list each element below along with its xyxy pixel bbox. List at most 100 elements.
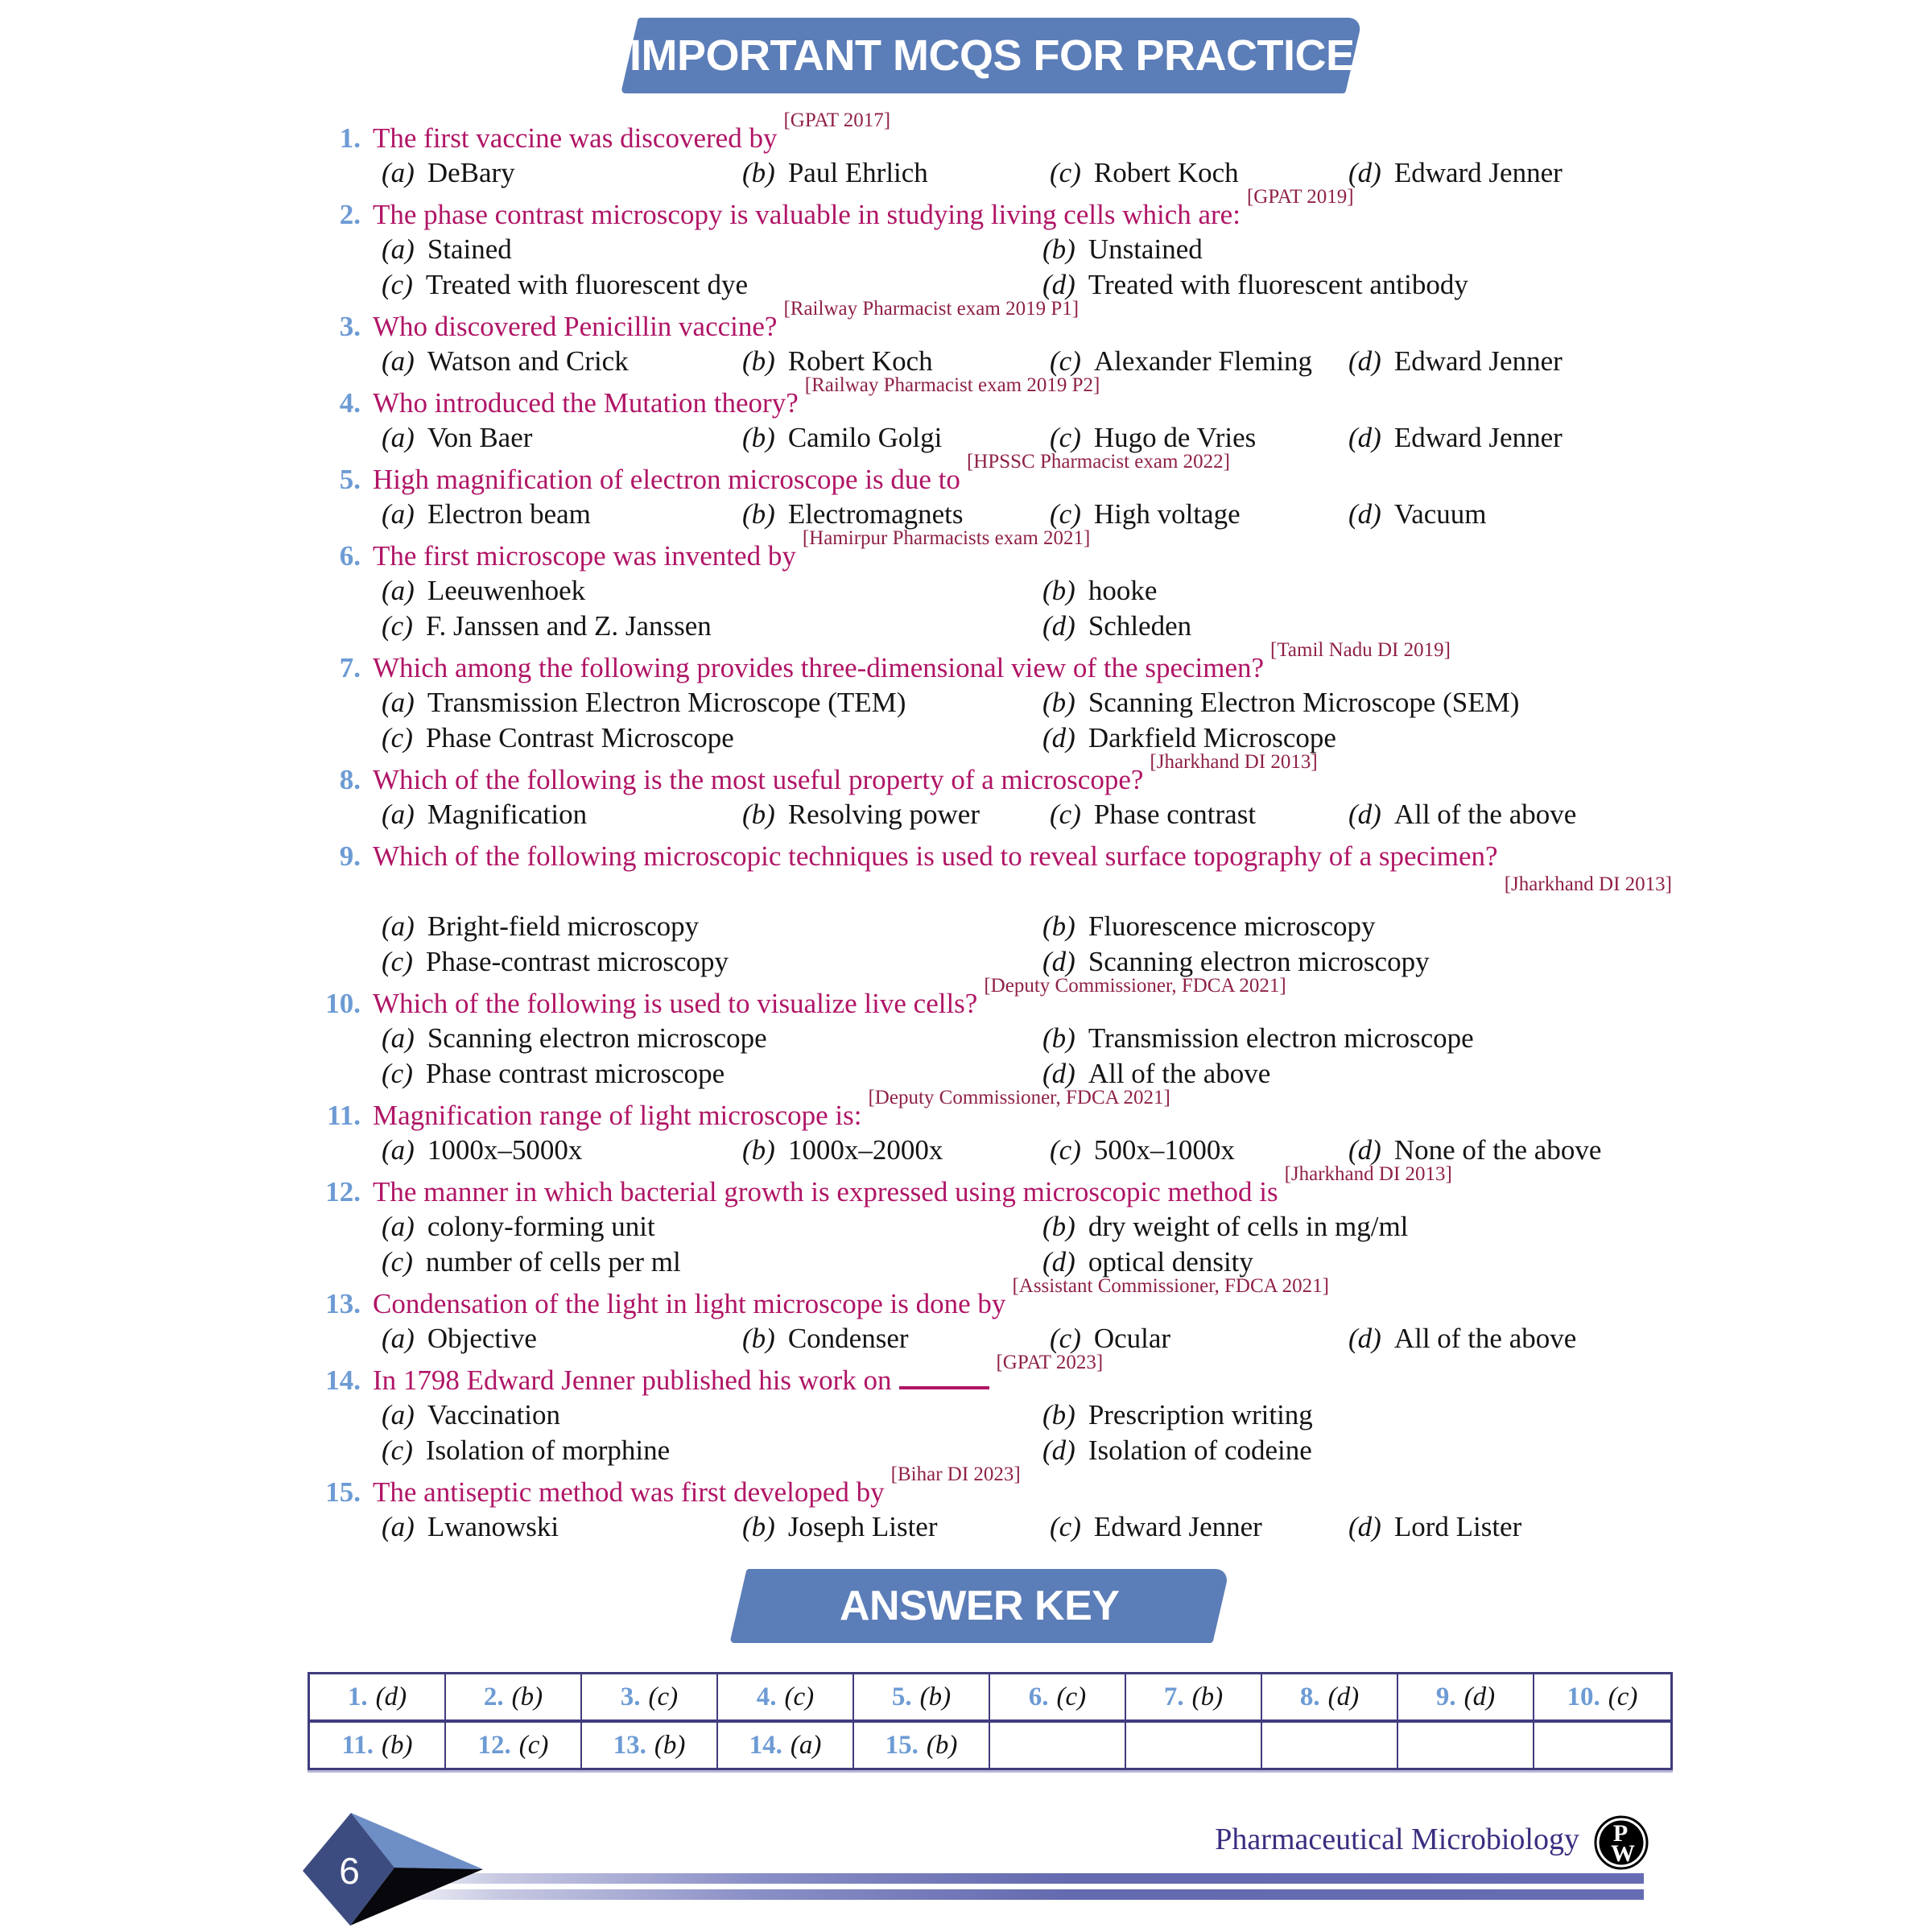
exam-tag: [GPAT 2019] <box>1246 186 1354 208</box>
options: (a) Electron beam (b) Electromagnets (c) Hi… <box>382 497 1678 532</box>
question-text: Magnification range of light microscope … <box>373 1087 1170 1131</box>
exam-tag: [Jharkhand DI 2013] <box>1150 751 1318 774</box>
options: (a) Bright-field microscopy (b) Fluorescen… <box>382 909 1678 980</box>
exam-tag: [Bihar DI 2023] <box>890 1463 1021 1486</box>
question-text: Which of the following is the most usefu… <box>373 751 1318 795</box>
question-2: 2. The phase contrast microscopy is valu… <box>318 187 1678 303</box>
page-title: IMPORTANT MCQS FOR PRACTICE <box>629 31 1355 80</box>
answer-cell: 6. (c) <box>990 1674 1126 1723</box>
option: (b) dry weight of cells in mg/ml <box>1042 1211 1409 1242</box>
option: (d) Vacuum <box>1348 498 1487 530</box>
question-10: 10. Which of the following is used to vi… <box>318 975 1678 1092</box>
answer-cell: 2. (b) <box>446 1674 582 1723</box>
options: (a) Stained (b) Unstained (c) Treated with … <box>382 232 1678 303</box>
options: (a) Transmission Electron Microscope (TEM… <box>382 685 1678 756</box>
header-banner: IMPORTANT MCQS FOR PRACTICE <box>621 18 1363 93</box>
question-text: Which of the following is used to visual… <box>373 975 1286 1019</box>
answer-cell-empty <box>990 1723 1126 1768</box>
exam-tag: [Jharkhand DI 2013] <box>1504 873 1672 895</box>
question-number: 9. <box>339 840 361 872</box>
question-number: 11. <box>327 1100 361 1131</box>
option: (a) colony-forming unit <box>382 1211 655 1242</box>
options: (a) Magnification (b) Resolving power (c) P… <box>382 797 1678 832</box>
option: (b) Resolving power <box>742 799 980 830</box>
option: (a) DeBary <box>382 157 515 188</box>
question-text: Condensation of the light in light micro… <box>373 1275 1329 1319</box>
option: (d) Lord Lister <box>1348 1511 1522 1542</box>
pw-logo-icon: P W <box>1594 1815 1649 1870</box>
option: (d) Edward Jenner <box>1348 157 1563 188</box>
option: (a) Transmission Electron Microscope (TEM… <box>382 687 906 718</box>
answer-key-table: 1. (d) 2. (b) 3. (c) 4. (c) 5. (b) 6. (c) 7. (b… <box>308 1672 1673 1770</box>
question-number: 15. <box>325 1476 361 1508</box>
option: (d) Edward Jenner <box>1348 422 1563 453</box>
options: (a) Von Baer (b) Camilo Golgi (c) Hugo de V… <box>382 420 1678 456</box>
answer-cell-empty <box>1534 1723 1670 1768</box>
question-9: 9. Which of the following microscopic te… <box>318 839 1678 980</box>
blank-line <box>899 1380 990 1389</box>
option: (b) Joseph Lister <box>742 1511 938 1542</box>
question-number: 6. <box>339 540 361 572</box>
svg-text:W: W <box>1611 1840 1635 1867</box>
option: (c) Robert Koch <box>1050 157 1239 188</box>
question-number: 8. <box>339 764 361 795</box>
question-text: Which among the following provides three… <box>373 639 1451 683</box>
option: (a) Objective <box>382 1323 537 1354</box>
exam-tag: [GPAT 2023] <box>996 1352 1104 1374</box>
exam-tag: [Railway Pharmacist exam 2019 P1] <box>783 298 1080 320</box>
options: (a) Scanning electron microscope (b) Trans… <box>382 1021 1678 1092</box>
question-7: 7. Which among the following provides th… <box>318 639 1678 756</box>
option: (b) Fluorescence microscopy <box>1042 910 1376 942</box>
answer-cell: 13. (b) <box>582 1723 718 1768</box>
question-text: The manner in which bacterial growth is … <box>373 1163 1452 1208</box>
option: (a) Stained <box>382 233 512 265</box>
answer-cell: 11. (b) <box>310 1723 446 1768</box>
question-number: 1. <box>339 122 361 154</box>
question-number: 10. <box>325 988 361 1019</box>
option: (c) number of cells per ml <box>382 1246 681 1278</box>
question-3: 3. Who discovered Penicillin vaccine?[Ra… <box>318 299 1678 379</box>
question-5: 5. High magnification of electron micros… <box>318 451 1678 532</box>
option: (d) Treated with fluorescent antibody <box>1042 269 1468 300</box>
question-text: The first vaccine was discovered by[GPAT… <box>373 109 891 154</box>
option: (b) hooke <box>1042 575 1158 606</box>
answer-cell: 3. (c) <box>582 1674 718 1723</box>
question-text: High magnification of electron microscop… <box>373 451 1231 495</box>
options: (a) Lwanowski (b) Joseph Lister (c) Edward … <box>382 1509 1678 1545</box>
options: (a) Vaccination (b) Prescription writing (… <box>382 1397 1678 1468</box>
exam-tag: [Jharkhand DI 2013] <box>1284 1163 1452 1186</box>
option: (a) 1000x–5000x <box>382 1134 583 1166</box>
question-text: The first microscope was invented by[Ham… <box>373 527 1091 572</box>
option: (c) F. Janssen and Z. Janssen <box>382 610 712 642</box>
option: (c) Phase-contrast microscopy <box>382 946 729 977</box>
option: (d) Edward Jenner <box>1348 345 1563 377</box>
footer-bar-bottom <box>372 1889 1644 1900</box>
option: (b) 1000x–2000x <box>742 1134 943 1166</box>
question-text: Who introduced the Mutation theory?[Rail… <box>373 374 1100 419</box>
option: (c) Phase contrast microscope <box>382 1058 725 1089</box>
answer-cell: 10. (c) <box>1534 1674 1670 1723</box>
option: (d) optical density <box>1042 1246 1253 1278</box>
question-6: 6. The first microscope was invented by[… <box>318 527 1678 644</box>
option: (a) Magnification <box>382 799 588 830</box>
question-13: 13. Condensation of the light in light m… <box>318 1275 1678 1356</box>
question-12: 12. The manner in which bacterial growth… <box>318 1163 1678 1280</box>
option: (b) Robert Koch <box>742 345 933 377</box>
option: (d) Darkfield Microscope <box>1042 722 1336 753</box>
question-number: 13. <box>325 1288 361 1319</box>
options: (a) Objective (b) Condenser (c) Ocular (d) A… <box>382 1321 1678 1356</box>
question-11: 11. Magnification range of light microsc… <box>318 1087 1678 1168</box>
option: (b) Paul Ehrlich <box>742 157 928 188</box>
question-number: 3. <box>339 311 361 342</box>
answer-cell: 4. (c) <box>718 1674 854 1723</box>
options: (a) colony-forming unit (b) dry weight of … <box>382 1209 1678 1280</box>
question-14: 14. In 1798 Edward Jenner published his … <box>318 1352 1678 1468</box>
exam-tag: [Deputy Commissioner, FDCA 2021] <box>984 975 1286 997</box>
exam-tag: [Railway Pharmacist exam 2019 P2] <box>804 374 1100 397</box>
answer-cell: 7. (b) <box>1126 1674 1262 1723</box>
option: (c) Alexander Fleming <box>1050 345 1313 377</box>
option: (c) Ocular <box>1050 1323 1171 1354</box>
option: (a) Vaccination <box>382 1399 561 1430</box>
option: (c) 500x–1000x <box>1050 1134 1235 1166</box>
mcq-list: 1. The first vaccine was discovered by[G… <box>318 109 1678 1545</box>
